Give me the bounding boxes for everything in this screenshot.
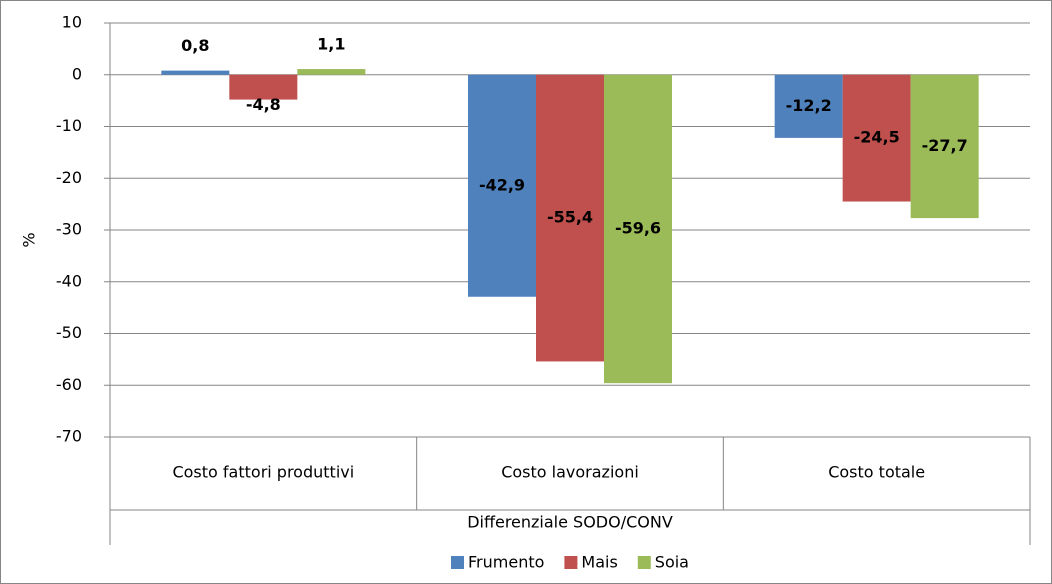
data-label: -55,4	[547, 208, 593, 227]
bar	[161, 70, 230, 75]
data-label: -24,5	[854, 128, 900, 147]
y-tick-label: -10	[56, 116, 82, 135]
y-tick-label: 0	[72, 64, 82, 83]
legend-swatch	[637, 556, 651, 569]
y-tick-label: 10	[62, 13, 82, 32]
legend-swatch	[564, 556, 578, 569]
bar	[604, 74, 672, 384]
legend-label: Frumento	[468, 553, 544, 572]
data-label: -59,6	[615, 218, 661, 237]
y-tick-label: -70	[56, 427, 82, 446]
bar	[297, 69, 366, 75]
y-tick-label: -20	[56, 168, 82, 187]
x-tick-label: Costo lavorazioni	[501, 463, 639, 482]
y-tick-label: -60	[56, 375, 82, 394]
data-label: -27,7	[922, 136, 968, 155]
bar	[842, 74, 911, 202]
legend-swatch	[451, 556, 465, 569]
x-axis-label: Differenziale SODO/CONV	[467, 513, 673, 532]
bar	[229, 74, 298, 100]
data-label: -42,9	[479, 175, 525, 194]
bar	[468, 74, 536, 297]
legend-label: Mais	[581, 553, 617, 572]
y-tick-label: -30	[56, 220, 82, 239]
data-label: -4,8	[246, 95, 281, 114]
bar	[910, 74, 979, 219]
y-tick-label: -40	[56, 271, 82, 290]
y-tick-label: -50	[56, 323, 82, 342]
bar	[536, 74, 604, 362]
data-label: 1,1	[317, 35, 345, 54]
bar	[774, 74, 843, 138]
legend-label: Soia	[655, 553, 689, 572]
x-tick-label: Costo totale	[828, 463, 925, 482]
data-label: -12,2	[786, 96, 832, 115]
data-label: 0,8	[181, 36, 209, 55]
x-tick-label: Costo fattori produttivi	[172, 463, 354, 482]
y-axis-label: %	[20, 232, 39, 247]
